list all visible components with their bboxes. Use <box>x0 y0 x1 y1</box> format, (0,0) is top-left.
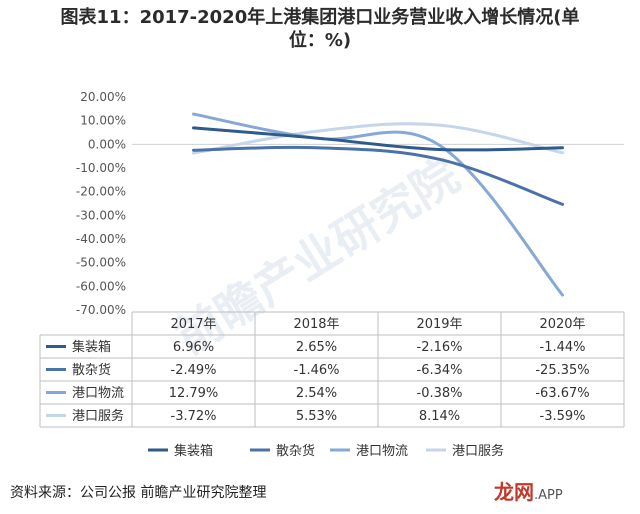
chart-title: 图表11：2017-2020年上港集团港口业务营业收入增长情况(单 位：%) <box>0 6 640 52</box>
data-label: -25.35% <box>535 363 589 378</box>
y-tick-label: -60.00% <box>76 279 126 293</box>
brand-logo: 龙网.APP <box>494 476 563 505</box>
data-label: 2.54% <box>296 386 337 401</box>
data-label: -63.67% <box>535 386 589 401</box>
chart-title-line1: 图表11：2017-2020年上港集团港口业务营业收入增长情况(单 <box>60 7 580 28</box>
y-tick-label: -30.00% <box>76 208 126 222</box>
table-series-name: 散杂货 <box>72 362 111 378</box>
y-tick-label: -50.00% <box>76 256 126 270</box>
legend-label: 港口物流 <box>356 444 408 459</box>
brand-app-text: .APP <box>534 488 563 503</box>
category-label: 2020年 <box>539 317 585 332</box>
data-label: 5.53% <box>296 409 337 424</box>
data-label: -2.49% <box>171 363 217 378</box>
category-label: 2017年 <box>170 317 216 332</box>
data-label: 2.65% <box>296 340 337 355</box>
data-label: 6.96% <box>173 340 214 355</box>
y-tick-label: -40.00% <box>76 232 126 246</box>
y-tick-label: 10.00% <box>80 114 126 128</box>
chart-title-line2: 位：%) <box>288 30 352 51</box>
y-tick-label: 20.00% <box>80 90 126 104</box>
legend-label: 港口服务 <box>452 443 504 459</box>
legend-label: 散杂货 <box>276 443 315 459</box>
category-label: 2018年 <box>293 317 339 332</box>
series-line-0 <box>192 126 564 152</box>
table-series-name: 集装箱 <box>72 339 111 355</box>
data-label: -1.46% <box>294 363 340 378</box>
table-series-name: 港口物流 <box>72 386 124 401</box>
data-label: -3.59% <box>540 409 586 424</box>
category-label: 2019年 <box>416 317 462 332</box>
data-label: -0.38% <box>417 386 463 401</box>
data-label: -1.44% <box>540 340 586 355</box>
series-line-3 <box>192 122 564 155</box>
brand-text: 龙网 <box>494 480 534 504</box>
y-tick-label: -20.00% <box>76 185 126 199</box>
series-line-2 <box>192 112 564 297</box>
data-label: -3.72% <box>171 409 217 424</box>
data-label: 8.14% <box>419 409 460 424</box>
data-label: -2.16% <box>417 340 463 355</box>
y-tick-label: -70.00% <box>76 303 126 317</box>
data-label: -6.34% <box>417 363 463 378</box>
table-series-name: 港口服务 <box>72 408 124 424</box>
y-tick-label: 0.00% <box>88 137 126 151</box>
series-line-1 <box>192 145 564 206</box>
data-label: 12.79% <box>169 386 219 401</box>
watermark-text: 前瞻产业研究院 <box>166 148 468 364</box>
source-note: 资料来源：公司公报 前瞻产业研究院整理 <box>10 485 267 501</box>
y-tick-label: -10.00% <box>76 161 126 175</box>
legend-label: 集装箱 <box>174 443 213 459</box>
